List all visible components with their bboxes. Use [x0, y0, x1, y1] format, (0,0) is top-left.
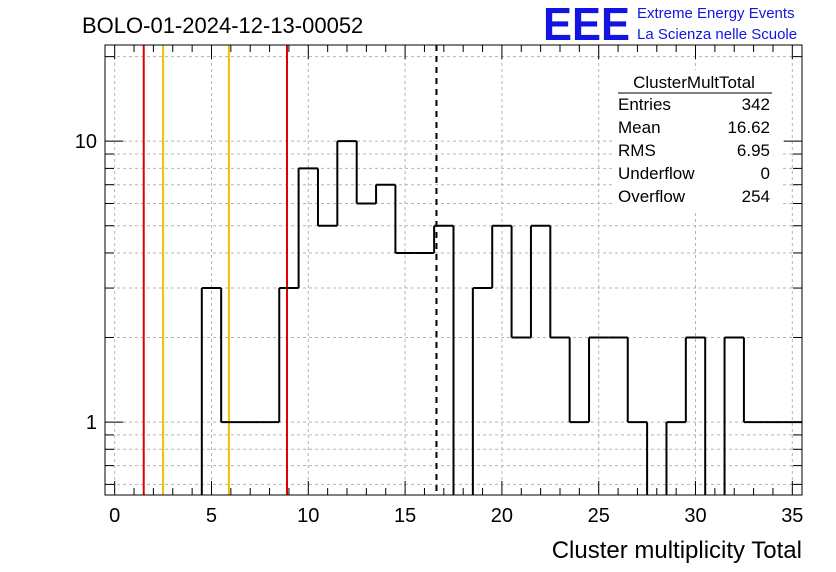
plot-frame [104, 44, 803, 496]
histogram-series [200, 140, 802, 495]
stats-value-mean: 16.62 [727, 118, 770, 137]
x-tick-label: 10 [297, 505, 319, 527]
stats-box: ClusterMultTotal Entries 342 Mean 16.62 … [612, 70, 780, 212]
stats-label-overflow: Overflow [618, 187, 686, 206]
x-tick-label: 30 [684, 505, 706, 527]
stats-label-underflow: Underflow [618, 164, 695, 183]
stats-box-title: ClusterMultTotal [633, 73, 755, 92]
eee-logo: EEE Extreme Energy Events La Scienza nel… [543, 0, 797, 50]
x-axis: 0 5 10 15 20 25 30 35 [109, 45, 803, 527]
x-tick-label: 25 [588, 505, 610, 527]
x-tick-label: 35 [781, 505, 803, 527]
x-axis-title: Cluster multiplicity Total [552, 537, 802, 564]
stats-value-underflow: 0 [761, 164, 770, 183]
logo-line-1: Extreme Energy Events [637, 5, 795, 22]
stats-value-rms: 6.95 [737, 141, 770, 160]
x-tick-label: 15 [394, 505, 416, 527]
stats-label-rms: RMS [618, 141, 656, 160]
x-tick-label: 0 [109, 505, 120, 527]
stats-label-entries: Entries [618, 95, 671, 114]
y-tick-label: 10 [75, 131, 97, 153]
reference-lines [142, 45, 438, 495]
stats-value-entries: 342 [742, 95, 770, 114]
x-tick-label: 5 [206, 505, 217, 527]
stats-box-background [612, 70, 780, 212]
stats-label-mean: Mean [618, 118, 661, 137]
x-tick-label: 20 [491, 505, 513, 527]
stats-value-overflow: 254 [742, 187, 770, 206]
logo-letters: EEE [543, 0, 630, 50]
logo-line-2: La Scienza nelle Scuole [637, 26, 797, 43]
y-axis: 1 10 [75, 56, 802, 485]
chart-title: BOLO-01-2024-12-13-00052 [82, 13, 363, 38]
y-tick-label: 1 [86, 412, 97, 434]
